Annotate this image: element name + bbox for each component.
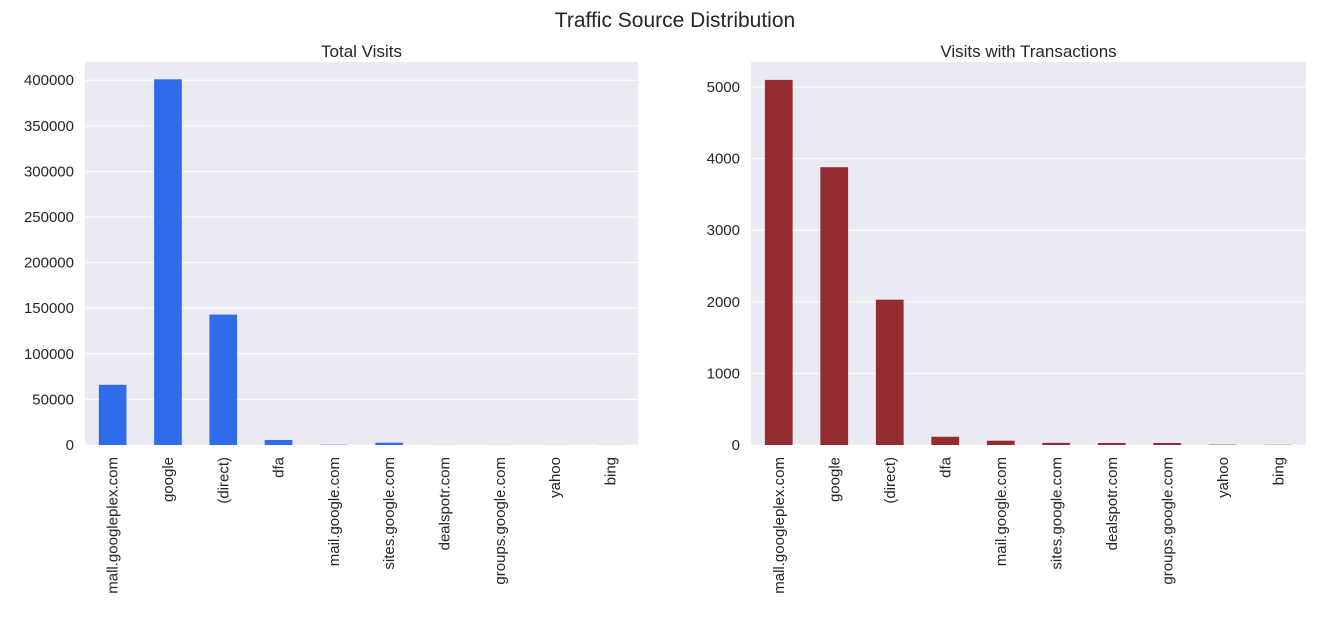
total-visits-ytick-label: 100000 (24, 346, 74, 363)
total-visits-bar-mall-googleplex-com (98, 384, 127, 445)
transactions-xtick-label: groups.google.com (1159, 457, 1176, 585)
total-visits-xtick-label: mall.googleplex.com (105, 457, 122, 594)
total-visits-xtick-label: bing (602, 457, 619, 485)
total-visits-ytick-label: 150000 (24, 300, 74, 317)
transactions-ytick-label: 5000 (707, 79, 740, 96)
figure-title: Traffic Source Distribution (555, 9, 795, 32)
transactions-xtick-label: dealspotr.com (1104, 457, 1121, 550)
total-visits-ytick-label: 300000 (24, 163, 74, 180)
total-visits-xtick-label: yahoo (547, 457, 564, 498)
transactions-bar-dealspotr-com (1097, 442, 1126, 445)
total-visits-xtick-label: dealspotr.com (436, 457, 453, 550)
transactions-title: Visits with Transactions (940, 42, 1116, 61)
transactions-bar-direct (875, 299, 904, 445)
transactions-bar-mail-google-com (986, 440, 1015, 445)
transactions-ytick-label: 3000 (707, 222, 740, 239)
total-visits-ytick-label: 350000 (24, 118, 74, 135)
total-visits-xtick-label: groups.google.com (492, 457, 509, 585)
visits-with-transactions-panel: 0 1000 2000 3000 4000 5000 mall.googleplex.com… (707, 42, 1306, 594)
transactions-bar-mall-googleplex-com (764, 79, 793, 446)
transactions-ytick-label: 4000 (707, 151, 740, 168)
transactions-xtick-label: bing (1270, 457, 1287, 485)
transactions-bar-groups-google-com (1153, 442, 1182, 445)
transactions-bar-dfa (931, 436, 960, 445)
transactions-xtick-label: yahoo (1215, 457, 1232, 498)
total-visits-ytick-label: 200000 (24, 255, 74, 272)
total-visits-title: Total Visits (321, 42, 402, 61)
total-visits-ytick-label: 0 (66, 437, 74, 454)
total-visits-xtick-label: mail.google.com (326, 457, 343, 566)
total-visits-bar-direct (209, 314, 238, 445)
total-visits-xtick-label: (direct) (215, 457, 232, 504)
total-visits-ytick-label: 400000 (24, 72, 74, 89)
total-visits-xtick-label: dfa (271, 456, 288, 478)
transactions-xtick-label: mail.google.com (993, 457, 1010, 566)
transactions-bar-sites-google-com (1042, 442, 1071, 445)
transactions-ytick-label: 1000 (707, 365, 740, 382)
total-visits-bar-google (154, 79, 182, 446)
total-visits-xtick-label: google (160, 457, 177, 502)
transactions-xtick-label: dfa (937, 456, 954, 478)
total-visits-ytick-label: 50000 (32, 391, 74, 408)
transactions-xtick-label: mall.googleplex.com (771, 457, 788, 594)
transactions-xtick-label: sites.google.com (1048, 457, 1065, 570)
total-visits-bar-dfa (264, 439, 293, 445)
transactions-ytick-label: 0 (732, 437, 740, 454)
transactions-bar-google (820, 167, 849, 445)
total-visits-panel: 0 50000 100000 150000 200000 250000 300000 3500… (24, 42, 638, 594)
transactions-ytick-label: 2000 (707, 294, 740, 311)
total-visits-xtick-label: sites.google.com (381, 457, 398, 570)
transactions-xtick-label: (direct) (882, 457, 899, 504)
total-visits-ytick-label: 250000 (24, 209, 74, 226)
total-visits-bar-sites-google-com (375, 442, 403, 445)
transactions-xtick-label: google (826, 457, 843, 502)
